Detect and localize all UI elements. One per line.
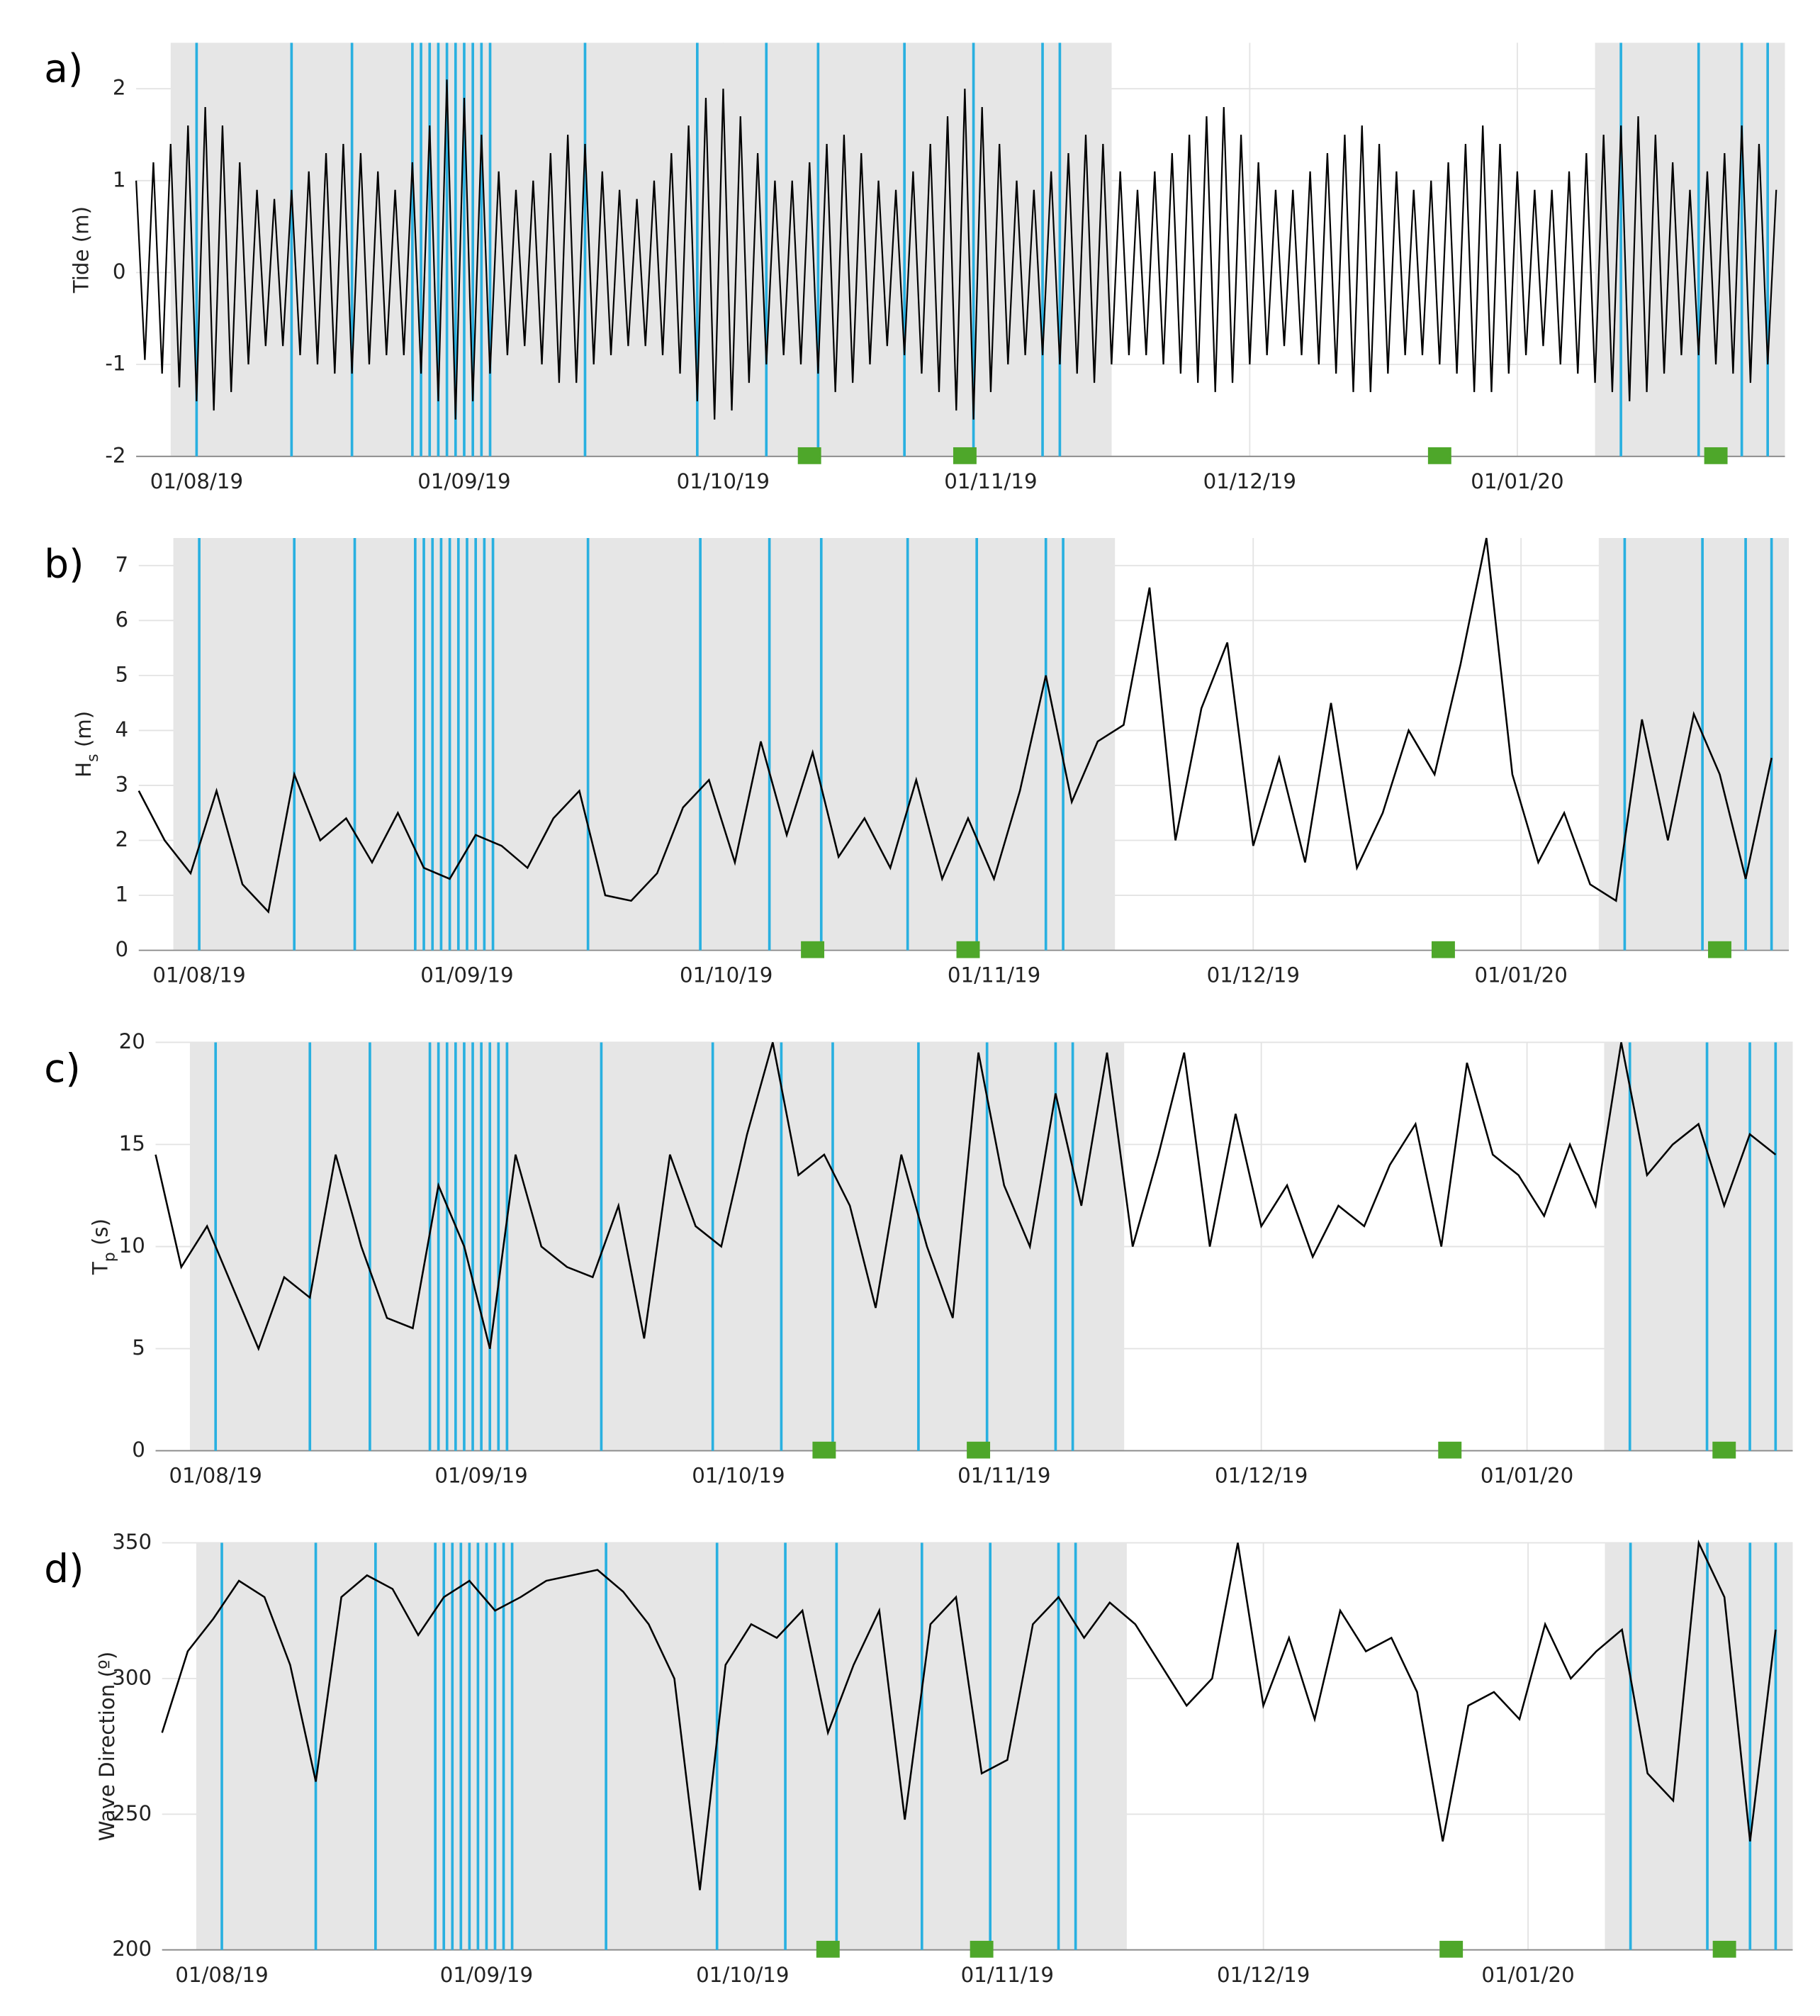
marker — [1704, 447, 1728, 464]
shaded-period — [170, 43, 1112, 457]
shaded-period — [196, 1542, 1127, 1950]
shaded-period — [1604, 1042, 1793, 1451]
y-tick-label: -1 — [105, 352, 125, 376]
marker — [1712, 1940, 1736, 1958]
data-line — [135, 79, 1777, 420]
y-axis-label: Tp (s) — [88, 1219, 118, 1275]
x-tick-label: 01/08/19 — [175, 1963, 268, 1987]
y-tick-label: 15 — [119, 1131, 145, 1155]
x-tick-label: 01/10/19 — [696, 1963, 789, 1987]
marker — [1438, 1441, 1462, 1459]
marker — [1431, 941, 1455, 958]
marker — [797, 447, 821, 464]
x-tick-label: 01/11/19 — [944, 469, 1037, 493]
x-tick-label: 01/08/19 — [150, 469, 243, 493]
x-tick-label: 01/10/19 — [680, 963, 773, 987]
panel-label: b) — [44, 541, 84, 586]
x-tick-label: 01/01/20 — [1481, 1963, 1574, 1987]
x-tick-label: 01/12/19 — [1207, 963, 1300, 987]
y-tick-label: 250 — [112, 1801, 152, 1825]
x-tick-label: 01/12/19 — [1217, 1963, 1310, 1987]
marker — [1712, 1441, 1736, 1459]
x-tick-label: 01/11/19 — [957, 1464, 1050, 1488]
data-line — [155, 1042, 1777, 1352]
y-axis-label-part: s — [84, 754, 101, 761]
shaded-period — [1598, 538, 1790, 951]
y-tick-label: 350 — [112, 1530, 152, 1554]
y-tick-label: 6 — [116, 607, 129, 632]
shaded-period — [173, 538, 1116, 951]
marker — [967, 1441, 991, 1459]
y-tick-label: 2 — [116, 827, 129, 851]
y-tick-label: 1 — [116, 883, 129, 907]
y-tick-label: 20 — [119, 1029, 145, 1053]
y-tick-label: 3 — [116, 772, 129, 796]
y-axis-label-part: T — [88, 1262, 112, 1275]
x-tick-label: 01/12/19 — [1215, 1464, 1308, 1488]
y-tick-label: -2 — [105, 443, 125, 467]
x-tick-label: 01/09/19 — [434, 1464, 527, 1488]
data-line — [137, 537, 1773, 914]
x-tick-label: 01/12/19 — [1203, 469, 1296, 493]
y-tick-label: 5 — [132, 1335, 145, 1360]
y-tick-label: 300 — [112, 1665, 152, 1689]
x-tick-label: 01/10/19 — [692, 1464, 785, 1488]
y-axis-label-part: Wave Direction (º) — [94, 1652, 118, 1842]
x-tick-label: 01/11/19 — [948, 963, 1040, 987]
y-tick-label: 0 — [116, 937, 129, 961]
y-tick-label: 0 — [132, 1438, 145, 1462]
marker — [1708, 941, 1731, 958]
y-axis-label: Hs (m) — [71, 711, 101, 778]
x-tick-label: 01/09/19 — [417, 469, 510, 493]
y-axis-label-part: (s) — [88, 1219, 112, 1252]
marker — [956, 941, 980, 958]
y-tick-label: 1 — [113, 167, 126, 191]
x-tick-label: 01/11/19 — [961, 1963, 1054, 1987]
marker — [970, 1940, 994, 1958]
x-tick-label: 01/01/20 — [1481, 1464, 1573, 1488]
y-tick-label: 5 — [116, 662, 129, 686]
y-tick-label: 4 — [116, 717, 129, 741]
x-tick-label: 01/09/19 — [440, 1963, 533, 1987]
marker — [953, 447, 977, 464]
panel-label: a) — [44, 46, 83, 91]
y-axis-label: Tide (m) — [69, 206, 93, 293]
y-tick-label: 10 — [119, 1233, 145, 1258]
x-tick-label: 01/10/19 — [677, 469, 770, 493]
x-tick-label: 01/01/20 — [1474, 963, 1567, 987]
data-line — [161, 1539, 1777, 1891]
y-tick-label: 200 — [112, 1937, 152, 1961]
x-tick-label: 01/08/19 — [169, 1464, 262, 1488]
marker — [1439, 1940, 1464, 1958]
x-tick-label: 01/01/20 — [1471, 469, 1563, 493]
panel-label: c) — [44, 1046, 81, 1091]
y-tick-label: 2 — [113, 76, 126, 100]
shaded-period — [1595, 43, 1785, 457]
marker — [812, 1441, 836, 1459]
marker — [801, 941, 825, 958]
y-axis-label-part: (m) — [71, 711, 95, 754]
shaded-period — [1605, 1542, 1793, 1950]
marker — [1427, 447, 1451, 464]
marker — [816, 1940, 840, 1958]
panel-label: d) — [44, 1546, 84, 1591]
y-axis-label: Wave Direction (º) — [94, 1652, 118, 1842]
y-tick-label: 7 — [116, 552, 129, 576]
y-axis-label-part: p — [101, 1252, 118, 1262]
x-tick-label: 01/08/19 — [152, 963, 245, 987]
y-tick-label: 0 — [113, 259, 126, 284]
y-axis-label-part: H — [71, 762, 95, 778]
y-axis-label-part: Tide (m) — [69, 206, 93, 293]
x-tick-label: 01/09/19 — [420, 963, 513, 987]
